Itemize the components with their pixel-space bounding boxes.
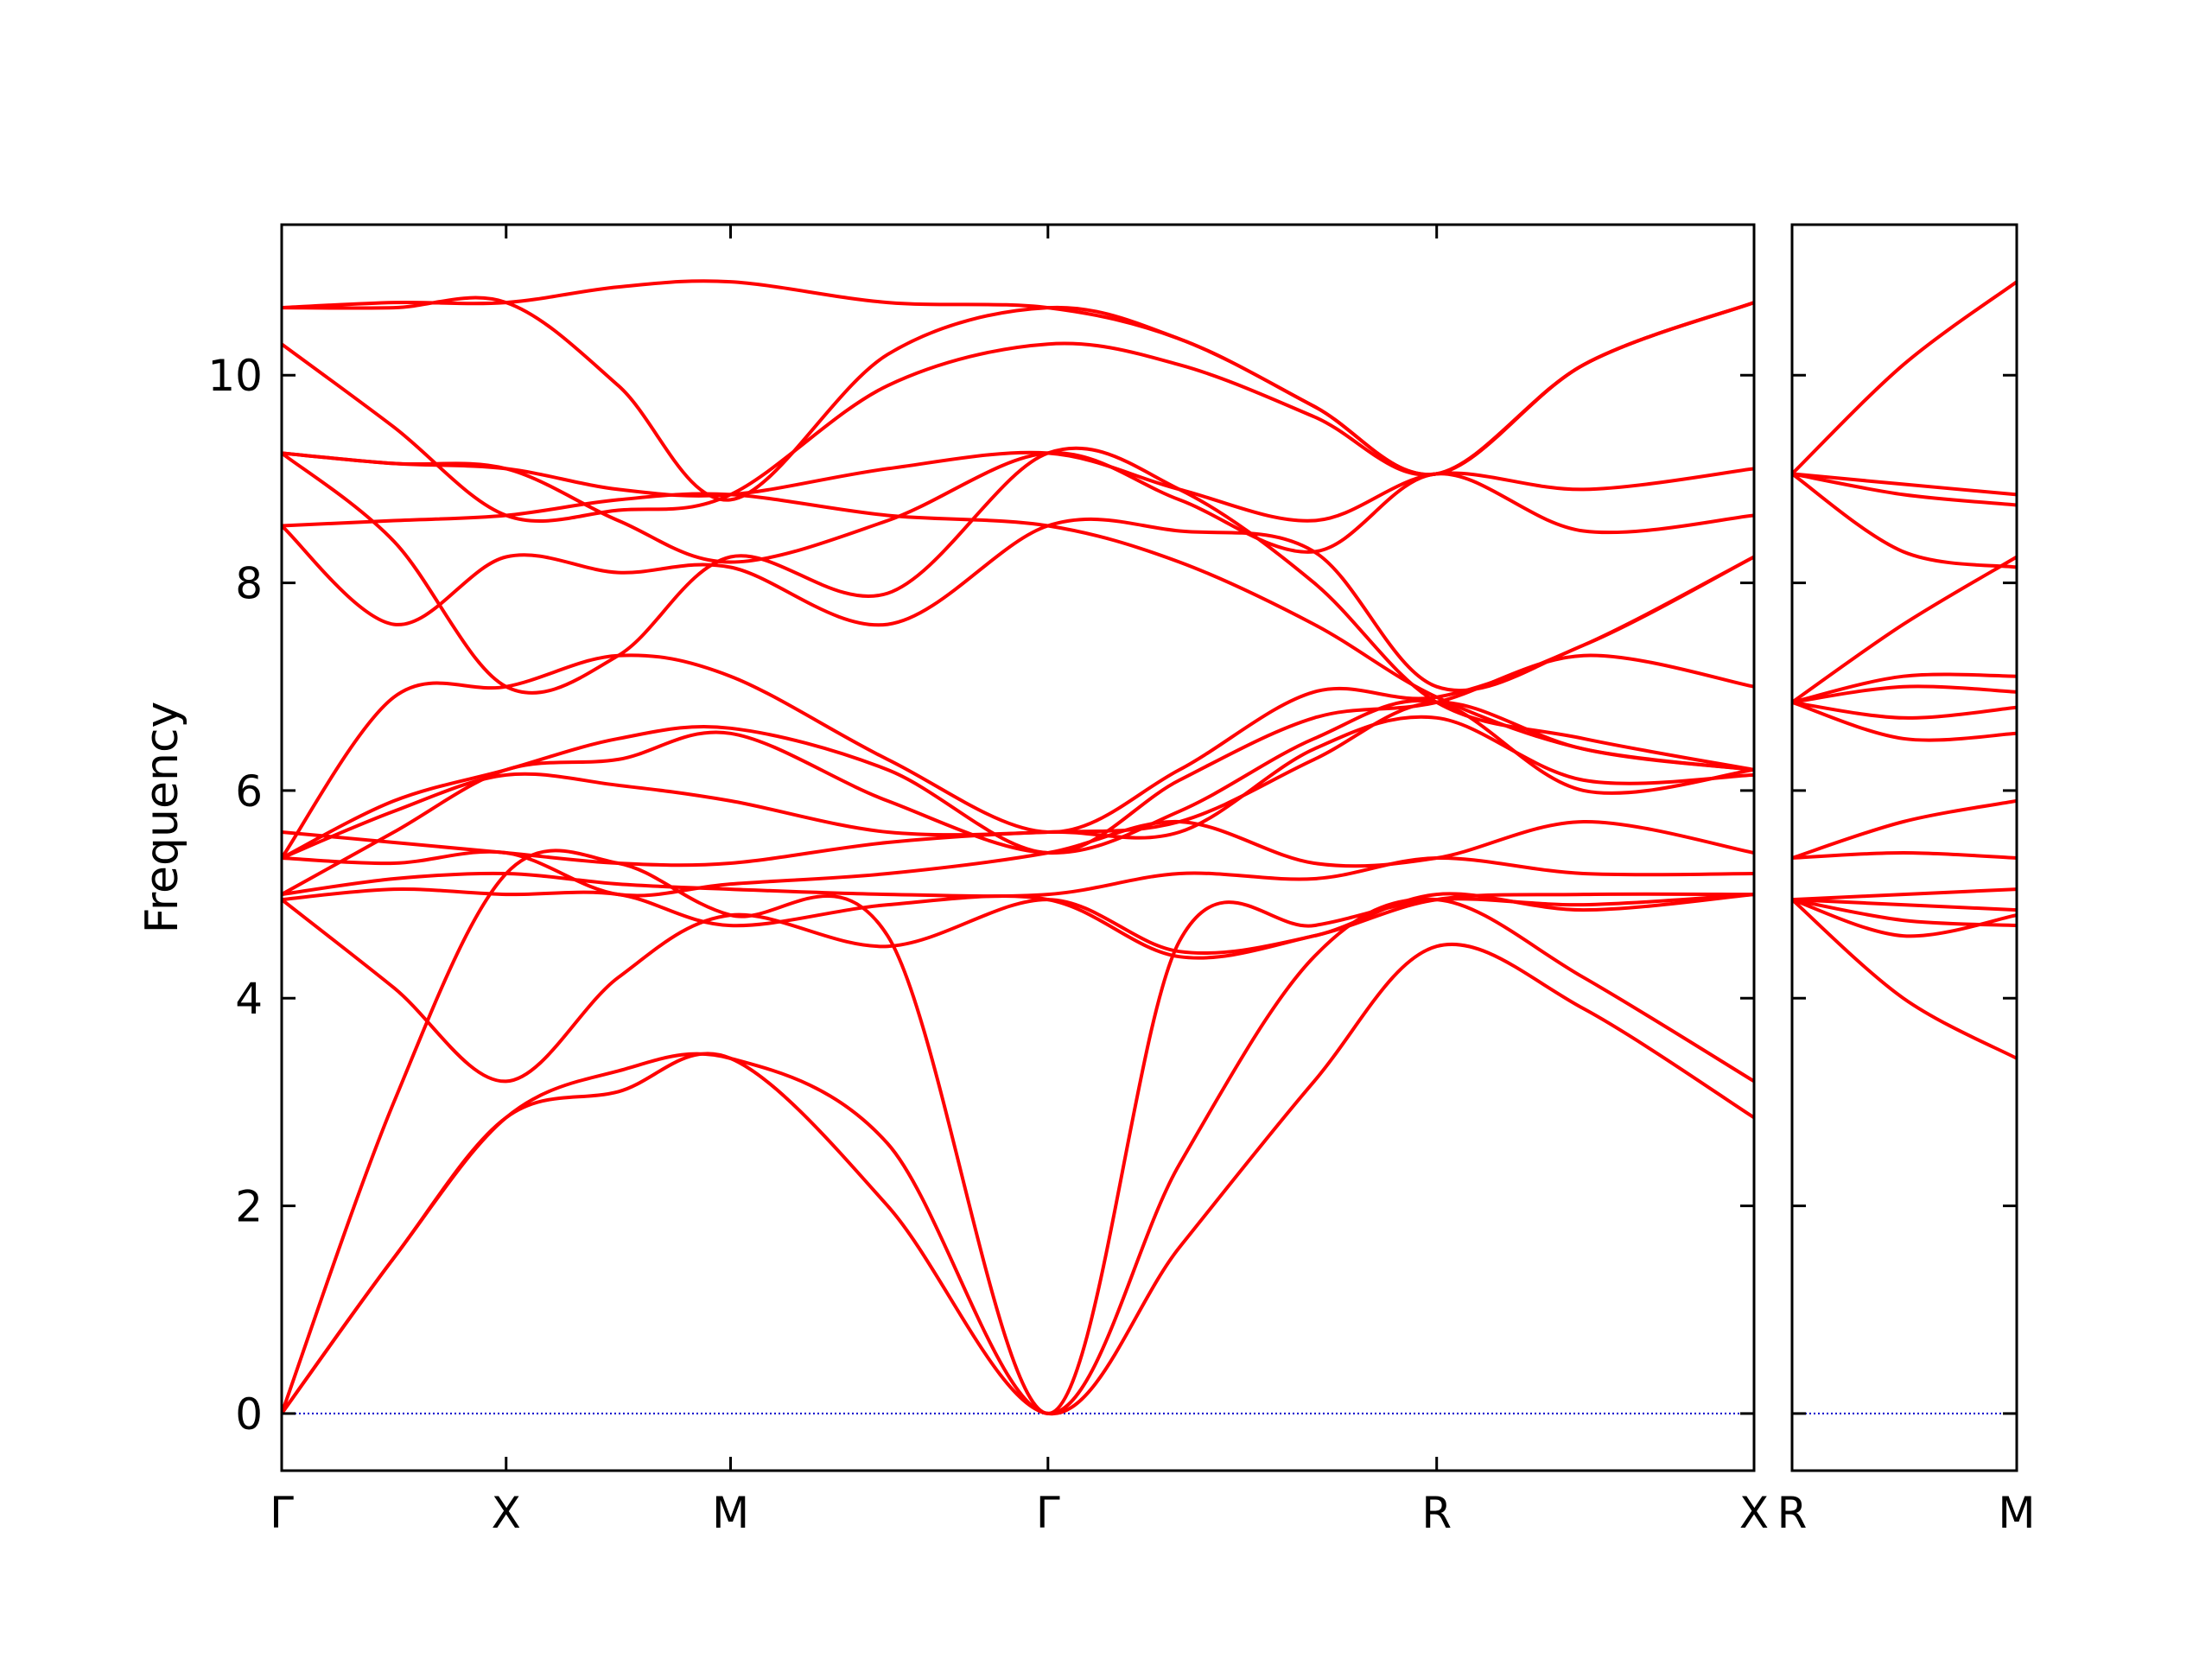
- band-line: [282, 887, 1754, 960]
- x-tick-label: R: [1421, 1488, 1452, 1538]
- band-line: [1792, 851, 2017, 860]
- x-tick-label: R: [1777, 1488, 1808, 1538]
- y-axis-label: Frequency: [137, 702, 188, 934]
- band-line: [1792, 472, 2017, 507]
- band-line: [1792, 472, 2017, 497]
- y-tick-label: 4: [235, 974, 263, 1024]
- y-tick-label: 10: [207, 351, 263, 401]
- band-line: [282, 849, 1754, 1415]
- band-line: [1792, 700, 2017, 720]
- band-line: [1792, 555, 2017, 704]
- x-tick-label: X: [492, 1488, 521, 1538]
- band-line: [282, 942, 1754, 1415]
- plot-frame: [1790, 223, 2018, 1472]
- band-line: [282, 492, 1754, 772]
- band-line: [1792, 898, 2017, 1060]
- band-line: [1792, 700, 2017, 742]
- bands: [282, 279, 1754, 1415]
- band-line: [282, 279, 1754, 477]
- x-tick-label: Γ: [1036, 1488, 1060, 1538]
- band-line: [282, 517, 1754, 693]
- band-line: [1792, 280, 2017, 475]
- band-line: [282, 700, 1754, 860]
- band-line: [282, 715, 1754, 868]
- x-tick-label: X: [1739, 1488, 1769, 1538]
- y-tick-label: 8: [235, 559, 263, 609]
- y-tick-label: 2: [235, 1182, 263, 1232]
- band-line: [1792, 798, 2017, 860]
- x-tick-label: Γ: [270, 1488, 294, 1538]
- band-line: [1792, 898, 2017, 912]
- band-line: [1792, 898, 2017, 938]
- y-tick-label: 6: [235, 766, 263, 817]
- band-line: [1792, 672, 2017, 704]
- band-line: [282, 892, 1754, 1084]
- bands: [1792, 280, 2017, 1060]
- band-line: [1792, 898, 2017, 928]
- band-line: [1792, 684, 2017, 704]
- band-line: [282, 450, 1754, 523]
- x-tick-label: M: [712, 1488, 749, 1538]
- band-line: [282, 301, 1754, 523]
- band-line: [1792, 887, 2017, 902]
- x-tick-label: M: [1998, 1488, 2035, 1538]
- y-tick-label: 0: [235, 1389, 263, 1440]
- panel-main: 0 2 4 6 8 10 Γ X M Γ R X: [207, 223, 1769, 1538]
- band-line: [282, 855, 1754, 899]
- band-line: [1792, 472, 2017, 569]
- plot-frame: [280, 223, 1756, 1472]
- band-line: [282, 446, 1754, 772]
- band-line: [282, 555, 1754, 860]
- band-line: [282, 897, 1754, 1415]
